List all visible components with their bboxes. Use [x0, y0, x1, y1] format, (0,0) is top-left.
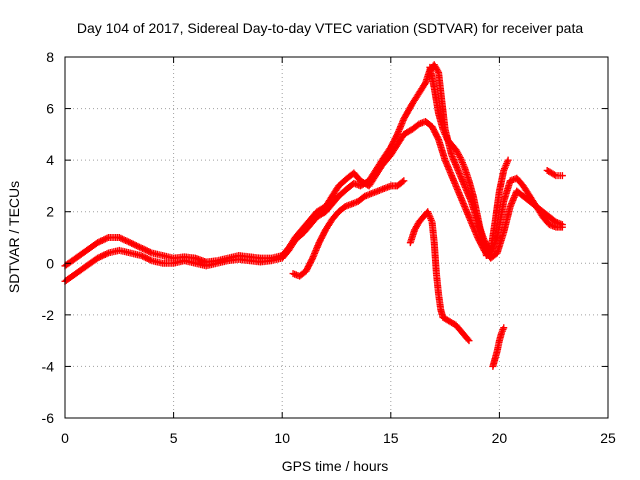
data-point-trail	[118, 235, 126, 243]
data-point-trail	[139, 245, 147, 253]
data-point-trail	[100, 251, 108, 259]
data-point-trail	[421, 80, 429, 88]
data-point	[137, 244, 145, 252]
chart-title: Day 104 of 2017, Sidereal Day-to-day VTE…	[77, 20, 584, 36]
axis-ticks: 0 5 10 15 20 25 -6 -4 -2 0 2 4 6 8	[42, 49, 616, 446]
data-point	[94, 254, 102, 262]
y-tick-label: 4	[46, 152, 54, 168]
y-tick-label: 0	[46, 255, 54, 271]
y-axis-label: SDTVAR / TECUs	[6, 181, 22, 293]
data-point-trail	[103, 234, 111, 242]
data-point	[504, 156, 512, 164]
data-point-trail	[101, 250, 109, 258]
series-track-7	[543, 166, 566, 180]
data-point-trail	[132, 242, 140, 250]
y-tick-label: 2	[46, 204, 54, 220]
data-point-trail	[399, 178, 407, 186]
data-point-trail	[143, 247, 151, 255]
data-point	[137, 252, 145, 260]
data-point-trail	[95, 253, 103, 261]
data-point-trail	[146, 256, 154, 264]
y-tick-label: -6	[42, 410, 55, 426]
data-point-trail	[145, 247, 153, 255]
data-point-trail	[135, 243, 143, 251]
y-tick-label: 6	[46, 101, 54, 117]
data-point-trail	[140, 253, 148, 261]
data-point-trail	[142, 254, 150, 262]
x-tick-label: 15	[383, 430, 399, 446]
data-point-trail	[145, 255, 153, 263]
data-point-trail	[143, 254, 151, 262]
data-point	[558, 172, 566, 180]
x-tick-label: 25	[600, 430, 616, 446]
data-points	[61, 61, 566, 370]
data-point-trail	[97, 253, 105, 261]
data-point-trail	[100, 236, 108, 244]
data-point	[126, 239, 134, 247]
data-point-trail	[139, 252, 147, 260]
data-point	[500, 324, 508, 332]
data-point-trail	[464, 335, 472, 343]
grid	[65, 57, 608, 418]
data-point-trail	[128, 239, 136, 247]
data-point	[558, 223, 566, 231]
data-point-trail	[97, 237, 105, 245]
series-track-6	[426, 63, 512, 260]
series-track-3	[289, 177, 408, 280]
data-point-trail	[125, 238, 133, 246]
plot-frame	[64, 56, 609, 419]
data-point-trail	[95, 238, 103, 246]
data-point-trail	[117, 234, 125, 242]
y-tick-label: -2	[42, 307, 55, 323]
data-point-trail	[550, 171, 558, 179]
data-point-trail	[120, 236, 128, 244]
data-point-trail	[455, 152, 463, 160]
data-point-trail	[101, 235, 109, 243]
data-point-trail	[131, 241, 139, 249]
data-point-trail	[98, 236, 106, 244]
x-tick-label: 5	[170, 430, 178, 446]
data-point-trail	[98, 252, 106, 260]
data-point-trail	[129, 240, 137, 248]
data-point-trail	[142, 246, 150, 254]
data-point-trail	[140, 245, 148, 253]
y-tick-label: -4	[42, 358, 55, 374]
data-point	[115, 234, 123, 241]
data-point-trail	[146, 248, 154, 256]
data-point-trail	[103, 250, 111, 258]
y-tick-label: 8	[46, 49, 54, 65]
data-point-trail	[434, 67, 442, 75]
x-tick-label: 0	[61, 430, 69, 446]
data-point-trail	[122, 236, 130, 244]
x-tick-label: 10	[274, 430, 290, 446]
series-track-5	[489, 324, 508, 370]
data-point	[465, 337, 473, 345]
x-tick-label: 20	[492, 430, 508, 446]
x-axis-label: GPS time / hours	[282, 458, 389, 474]
series-track-4	[406, 208, 473, 345]
data-point-trail	[134, 242, 142, 250]
data-point-trail	[123, 237, 131, 245]
data-point	[400, 177, 408, 185]
data-point	[94, 239, 102, 247]
